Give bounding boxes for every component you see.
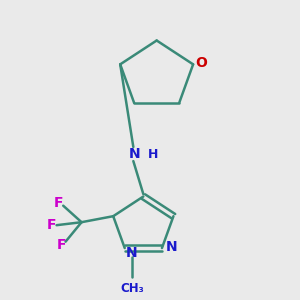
Text: O: O bbox=[196, 56, 207, 70]
Text: CH₃: CH₃ bbox=[120, 282, 144, 295]
Text: H: H bbox=[148, 148, 158, 161]
Text: N: N bbox=[166, 240, 177, 254]
Text: F: F bbox=[46, 218, 56, 232]
Text: F: F bbox=[54, 196, 63, 210]
Text: N: N bbox=[129, 148, 141, 161]
Text: F: F bbox=[57, 238, 66, 252]
Text: N: N bbox=[126, 247, 138, 260]
